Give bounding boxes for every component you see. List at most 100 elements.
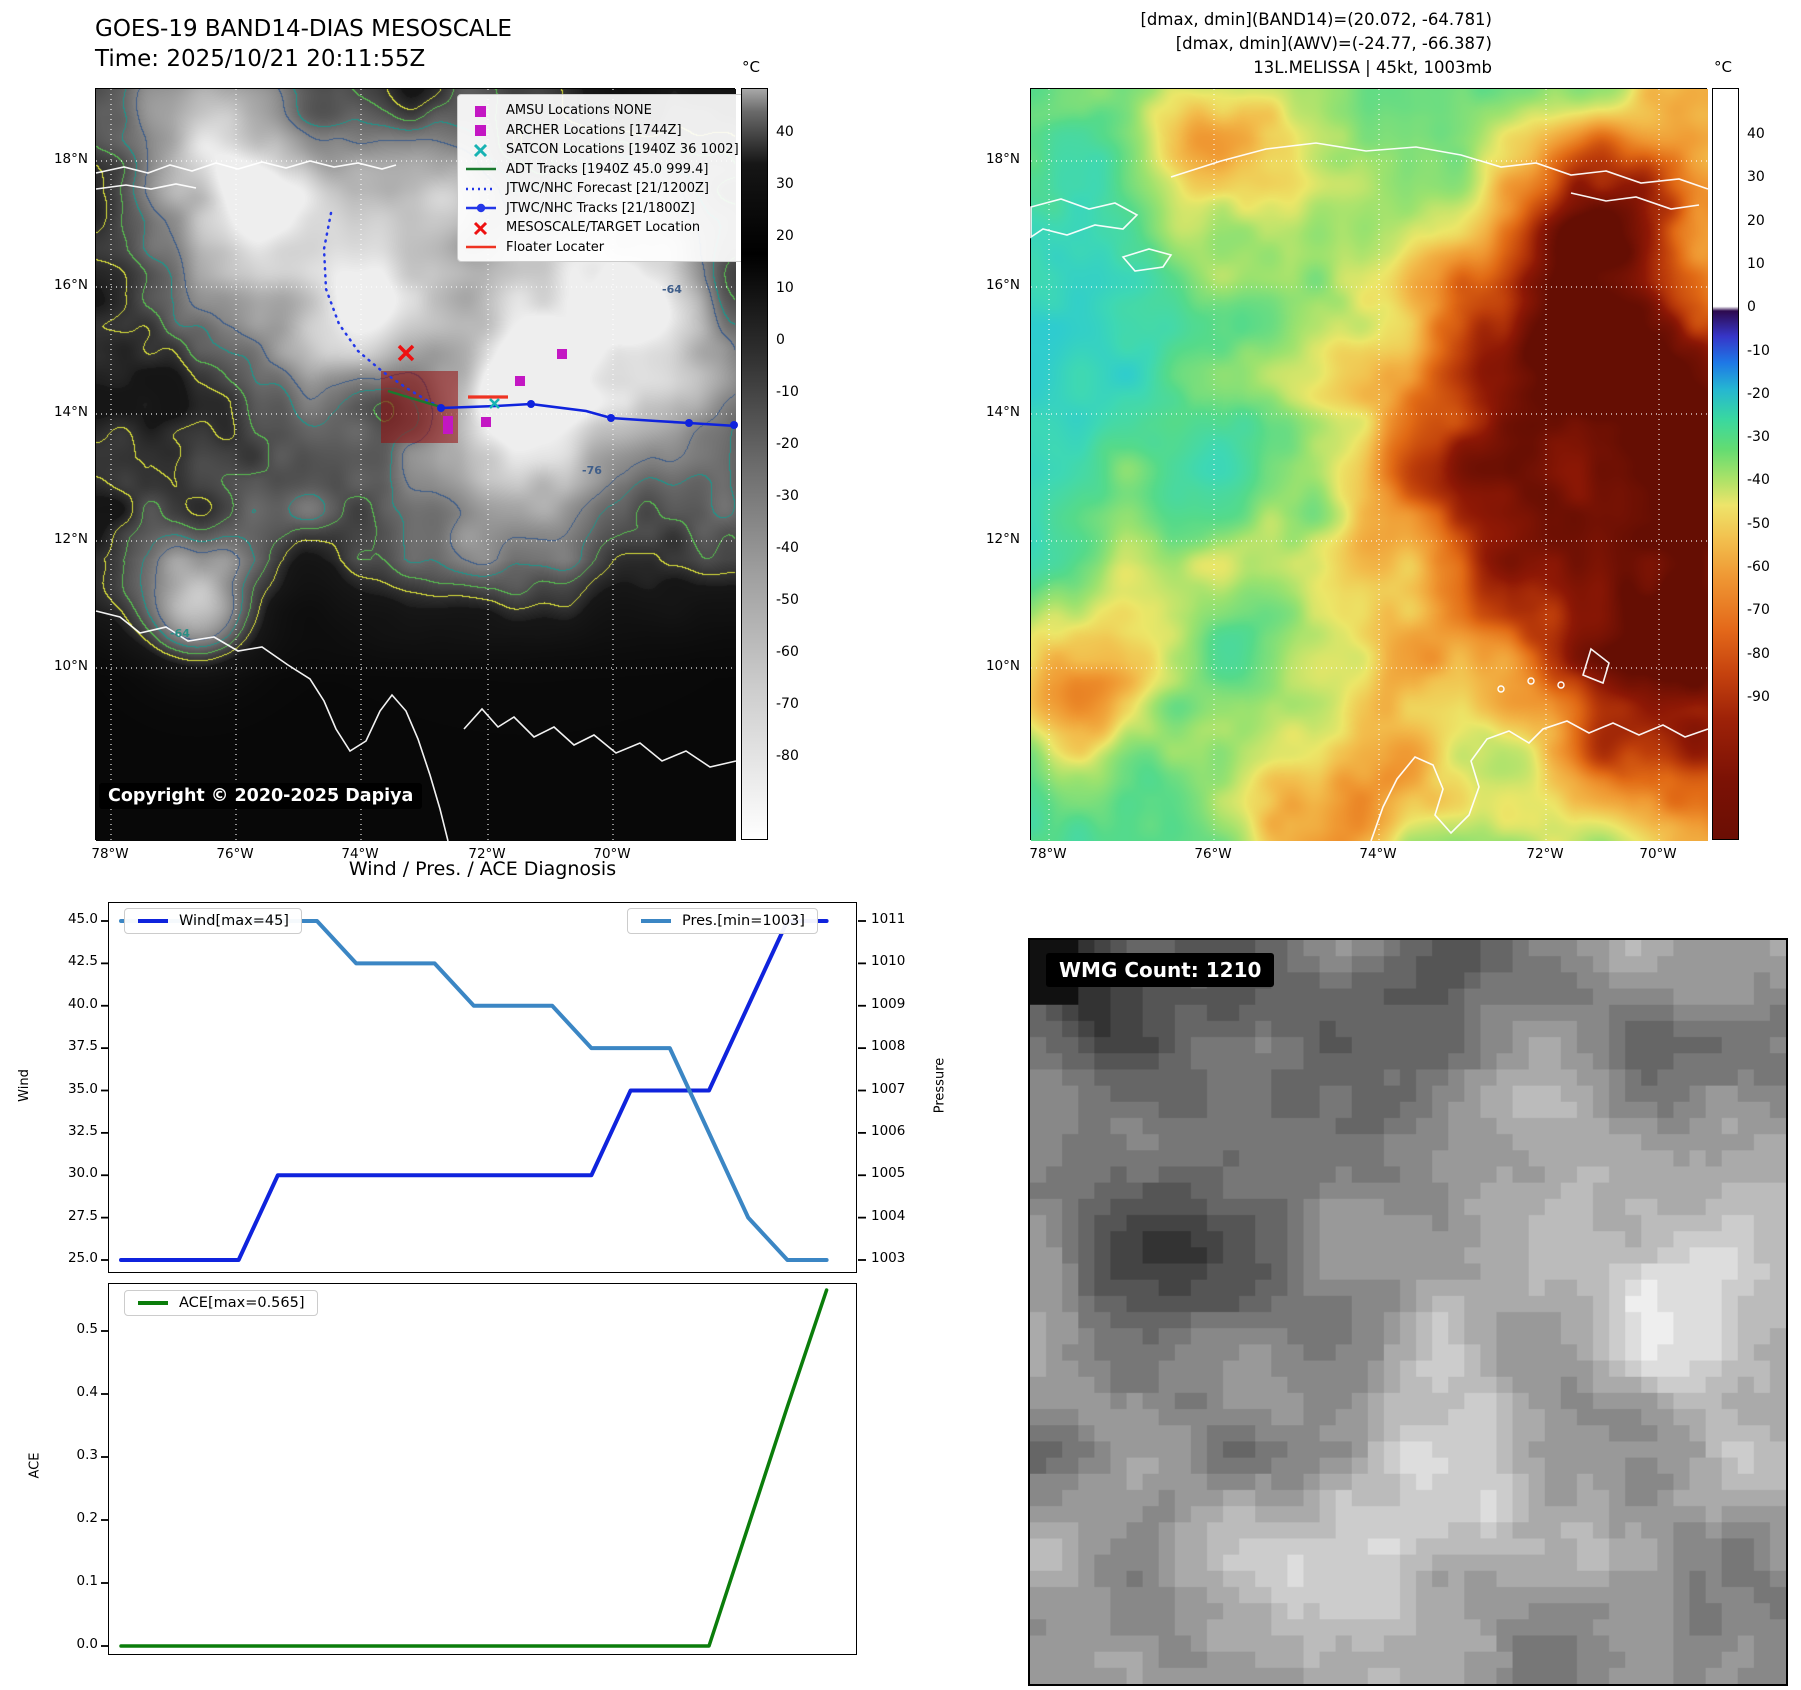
pressure-tick-label: 1007 (871, 1080, 906, 1097)
ace-line (101, 1288, 829, 1648)
lat-tick-label: 12°N (53, 531, 88, 547)
ace-chart: ACE[max=0.565] (101, 1283, 857, 1655)
colorbar-tick-label: 20 (776, 228, 794, 244)
awv-colorbar-unit: °C (1714, 58, 1732, 76)
lon-tick-label: 78°W (91, 846, 129, 862)
awv-map-overlay (1030, 89, 1709, 842)
colorbar-tick-label: -70 (1747, 602, 1770, 619)
wind-pressure-lines (101, 919, 866, 1262)
pressure-tick-label: 1011 (871, 911, 906, 927)
x-marker-icon (473, 221, 488, 235)
lat-tick-label: 12°N (985, 531, 1020, 547)
colorbar-tick-label: -90 (1747, 688, 1770, 705)
colorbar-tick-label: -30 (1747, 429, 1770, 446)
band14-colorbar-unit: °C (742, 58, 760, 76)
ace-tick-label: 0.0 (76, 1636, 98, 1652)
wmg-pixel-image (1030, 940, 1786, 1684)
colorbar-tick-label: 20 (1747, 212, 1765, 229)
colorbar-tick-label: -20 (1747, 385, 1770, 402)
colorbar-tick-label: -60 (1747, 559, 1770, 575)
pressure-tick-label: 1006 (871, 1122, 906, 1139)
legend-label: JTWC/NHC Tracks [21/1800Z] (506, 200, 695, 216)
ace-legend-label: ACE[max=0.565] (179, 1295, 305, 1311)
colorbar-tick-label: -20 (776, 436, 799, 452)
lon-tick-label: 74°W (341, 846, 379, 862)
pressure-legend: Pres.[min=1003] (627, 908, 818, 934)
pressure-tick-label: 1008 (871, 1038, 906, 1055)
square-marker-icon (475, 105, 486, 117)
goes-title: GOES-19 BAND14-DIAS MESOSCALE (95, 16, 512, 42)
awv-satellite-image (1031, 89, 1708, 841)
goes-time: Time: 2025/10/21 20:11:55Z (95, 46, 426, 72)
contour-value-label: -64 (662, 283, 682, 296)
pressure-tick-label: 1010 (871, 953, 906, 970)
colorbar-tick-label: -50 (776, 592, 799, 608)
colorbar-tick-label: 30 (1747, 169, 1765, 186)
legend-row: JTWC/NHC Tracks [21/1800Z] (464, 199, 740, 219)
colorbar-tick-label: -30 (776, 488, 799, 504)
wind-tick-label: 30.0 (67, 1165, 98, 1182)
wind-tick-label: 32.5 (67, 1122, 98, 1139)
ace-ylabel: ACE (27, 1452, 43, 1479)
line-marker-icon (466, 245, 496, 249)
lon-tick-label: 70°W (1639, 846, 1677, 862)
x-marker-icon (473, 143, 488, 157)
legend-label: ARCHER Locations [1744Z] (506, 122, 682, 138)
ace-legend: ACE[max=0.565] (124, 1290, 318, 1316)
wind-tick-label: 35.0 (67, 1080, 98, 1097)
colorbar-tick-label: -50 (1747, 515, 1770, 532)
legend-row: JTWC/NHC Forecast [21/1200Z] (464, 179, 740, 199)
ace-tick-label: 0.3 (76, 1447, 98, 1463)
dmax-dmin-awv: [dmax, dmin](AWV)=(-24.77, -66.387) (1175, 34, 1492, 53)
wind-tick-label: 42.5 (67, 953, 98, 970)
wind-tick-label: 37.5 (67, 1038, 98, 1055)
wind-legend: Wind[max=45] (124, 908, 302, 934)
lat-tick-label: 10°N (53, 658, 88, 674)
wind-legend-label: Wind[max=45] (179, 913, 289, 929)
contour-value-label: -76 (582, 464, 602, 477)
legend-label: JTWC/NHC Forecast [21/1200Z] (506, 181, 709, 197)
lat-tick-label: 10°N (985, 658, 1020, 674)
lat-tick-label: 16°N (985, 277, 1020, 293)
lat-tick-label: 18°N (985, 151, 1020, 167)
colorbar-tick-label: -10 (1747, 342, 1770, 359)
legend-label: SATCON Locations [1940Z 36 1002] (506, 142, 739, 158)
band14-map: AMSU Locations NONE ARCHER Locations [174… (95, 88, 749, 842)
legend-row: SATCON Locations [1940Z 36 1002] (464, 140, 740, 160)
wind-tick-label: 25.0 (67, 1250, 98, 1266)
storm-info: 13L.MELISSA | 45kt, 1003mb (1253, 58, 1492, 77)
colorbar-tick-label: -80 (776, 748, 799, 764)
legend-row: ADT Tracks [1940Z 45.0 999.4] (464, 160, 740, 180)
colorbar-tick-label: -80 (1747, 645, 1770, 662)
lon-tick-label: 78°W (1029, 846, 1067, 862)
pressure-legend-label: Pres.[min=1003] (682, 913, 805, 929)
pressure-tick-label: 1005 (871, 1165, 906, 1182)
lat-tick-label: 18°N (53, 151, 88, 167)
colorbar-tick-label: 0 (1747, 299, 1756, 316)
legend-label: ADT Tracks [1940Z 45.0 999.4] (506, 161, 709, 177)
legend-label: AMSU Locations NONE (506, 103, 652, 119)
colorbar-tick-label: -40 (1747, 472, 1770, 489)
colorbar-tick-label: 0 (776, 332, 785, 348)
pressure-tick-label: 1004 (871, 1207, 906, 1224)
wind-ylabel: Wind (16, 1069, 32, 1102)
wind-line-swatch (138, 919, 168, 923)
contour-value-label: -64 (170, 627, 190, 640)
legend-row: Floater Locater (464, 238, 740, 258)
line-marker-icon (466, 167, 496, 171)
map-legend: AMSU Locations NONE ARCHER Locations [174… (457, 94, 749, 262)
colorbar-tick-label: -60 (776, 644, 799, 660)
wind-tick-label: 45.0 (67, 911, 98, 927)
legend-row: ARCHER Locations [1744Z] (464, 121, 740, 141)
ace-tick-label: 0.2 (76, 1510, 98, 1526)
lon-tick-label: 74°W (1359, 846, 1397, 862)
pressure-ylabel: Pressure (932, 1057, 948, 1114)
ace-tick-label: 0.5 (76, 1321, 98, 1337)
pressure-tick-label: 1009 (871, 995, 906, 1012)
lon-tick-label: 76°W (216, 846, 254, 862)
legend-row: AMSU Locations NONE (464, 101, 740, 121)
stats-header: [dmax, dmin](BAND14)=(20.072, -64.781) [… (1100, 8, 1492, 80)
dmax-dmin-band14: [dmax, dmin](BAND14)=(20.072, -64.781) (1140, 10, 1492, 29)
copyright-badge: Copyright © 2020-2025 Dapiya (99, 783, 423, 809)
